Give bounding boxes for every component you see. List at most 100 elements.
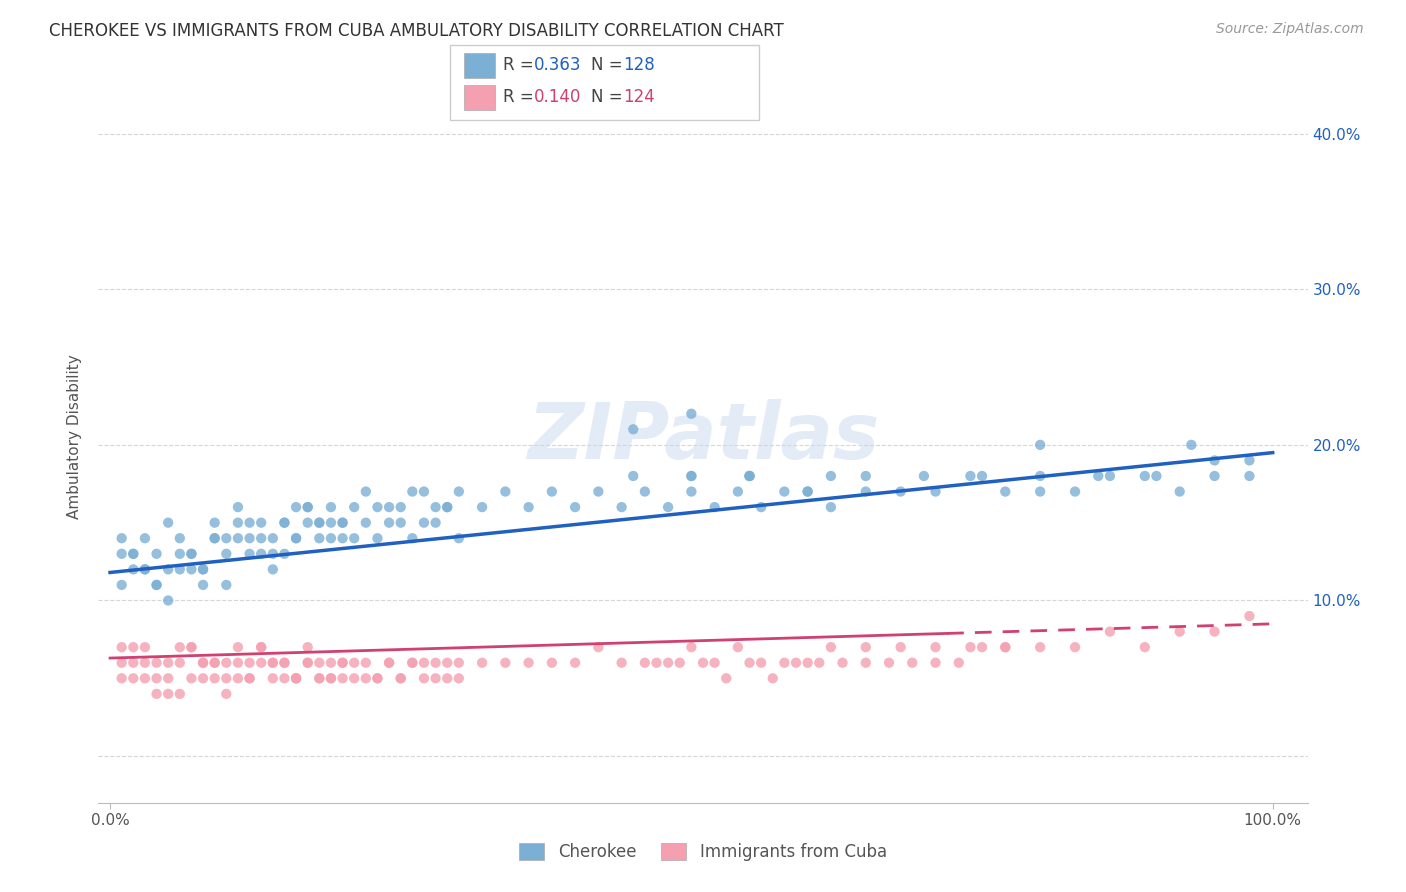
Point bbox=[262, 656, 284, 670]
Point bbox=[111, 640, 134, 655]
Point bbox=[262, 547, 284, 561]
Point bbox=[796, 484, 818, 499]
Point bbox=[319, 516, 342, 530]
Point bbox=[169, 531, 191, 545]
Text: CHEROKEE VS IMMIGRANTS FROM CUBA AMBULATORY DISABILITY CORRELATION CHART: CHEROKEE VS IMMIGRANTS FROM CUBA AMBULAT… bbox=[49, 22, 785, 40]
Point bbox=[1098, 469, 1121, 483]
Point bbox=[366, 500, 388, 515]
Point bbox=[285, 671, 308, 685]
Point bbox=[901, 656, 924, 670]
Point bbox=[1064, 484, 1087, 499]
Point bbox=[134, 562, 156, 576]
Point bbox=[134, 671, 156, 685]
Point bbox=[157, 656, 180, 670]
Point bbox=[959, 469, 981, 483]
Point bbox=[1029, 469, 1052, 483]
Point bbox=[297, 656, 319, 670]
Point bbox=[413, 484, 436, 499]
Point bbox=[180, 640, 202, 655]
Point bbox=[226, 516, 249, 530]
Point bbox=[297, 516, 319, 530]
Point bbox=[145, 656, 167, 670]
Point bbox=[366, 671, 388, 685]
Point bbox=[157, 516, 180, 530]
Point bbox=[785, 656, 807, 670]
Point bbox=[111, 656, 134, 670]
Point bbox=[425, 500, 447, 515]
Point bbox=[239, 516, 262, 530]
Point bbox=[215, 531, 238, 545]
Point bbox=[447, 531, 470, 545]
Point bbox=[226, 640, 249, 655]
Point bbox=[250, 656, 273, 670]
Point bbox=[436, 500, 458, 515]
Point bbox=[1087, 469, 1109, 483]
Point bbox=[610, 656, 633, 670]
Point bbox=[436, 671, 458, 685]
Text: R =: R = bbox=[503, 56, 540, 74]
Point bbox=[134, 531, 156, 545]
Point bbox=[855, 469, 877, 483]
Point bbox=[273, 671, 295, 685]
Point bbox=[621, 422, 644, 436]
Point bbox=[273, 547, 295, 561]
Point bbox=[273, 656, 295, 670]
Point bbox=[517, 500, 540, 515]
Point bbox=[204, 656, 226, 670]
Point bbox=[1144, 469, 1167, 483]
Point bbox=[1029, 640, 1052, 655]
Point bbox=[332, 516, 354, 530]
Point bbox=[855, 484, 877, 499]
Point bbox=[180, 547, 202, 561]
Point bbox=[517, 656, 540, 670]
Point bbox=[169, 547, 191, 561]
Point bbox=[820, 500, 842, 515]
Point bbox=[471, 500, 494, 515]
Point bbox=[681, 469, 703, 483]
Point bbox=[308, 516, 330, 530]
Point bbox=[762, 671, 785, 685]
Point bbox=[354, 516, 377, 530]
Point bbox=[319, 671, 342, 685]
Point bbox=[681, 484, 703, 499]
Point bbox=[436, 656, 458, 670]
Point bbox=[1239, 453, 1261, 467]
Point bbox=[703, 656, 725, 670]
Point bbox=[877, 656, 900, 670]
Point bbox=[681, 640, 703, 655]
Point bbox=[332, 656, 354, 670]
Point bbox=[122, 547, 145, 561]
Point bbox=[621, 469, 644, 483]
Point bbox=[820, 469, 842, 483]
Point bbox=[436, 500, 458, 515]
Point bbox=[134, 640, 156, 655]
Point bbox=[924, 656, 946, 670]
Point bbox=[239, 547, 262, 561]
Point bbox=[297, 500, 319, 515]
Point bbox=[250, 516, 273, 530]
Point bbox=[308, 671, 330, 685]
Point bbox=[180, 640, 202, 655]
Point bbox=[447, 656, 470, 670]
Point bbox=[157, 562, 180, 576]
Point bbox=[749, 500, 772, 515]
Point bbox=[297, 640, 319, 655]
Point bbox=[134, 656, 156, 670]
Point bbox=[157, 593, 180, 607]
Point bbox=[145, 578, 167, 592]
Point bbox=[401, 656, 423, 670]
Point bbox=[564, 500, 586, 515]
Point bbox=[332, 516, 354, 530]
Y-axis label: Ambulatory Disability: Ambulatory Disability bbox=[67, 355, 83, 519]
Point bbox=[378, 656, 401, 670]
Point bbox=[122, 562, 145, 576]
Point bbox=[297, 656, 319, 670]
Point bbox=[215, 656, 238, 670]
Point bbox=[912, 469, 935, 483]
Point bbox=[319, 500, 342, 515]
Point bbox=[273, 656, 295, 670]
Point bbox=[204, 531, 226, 545]
Point bbox=[1098, 624, 1121, 639]
Text: N =: N = bbox=[591, 56, 627, 74]
Point bbox=[226, 671, 249, 685]
